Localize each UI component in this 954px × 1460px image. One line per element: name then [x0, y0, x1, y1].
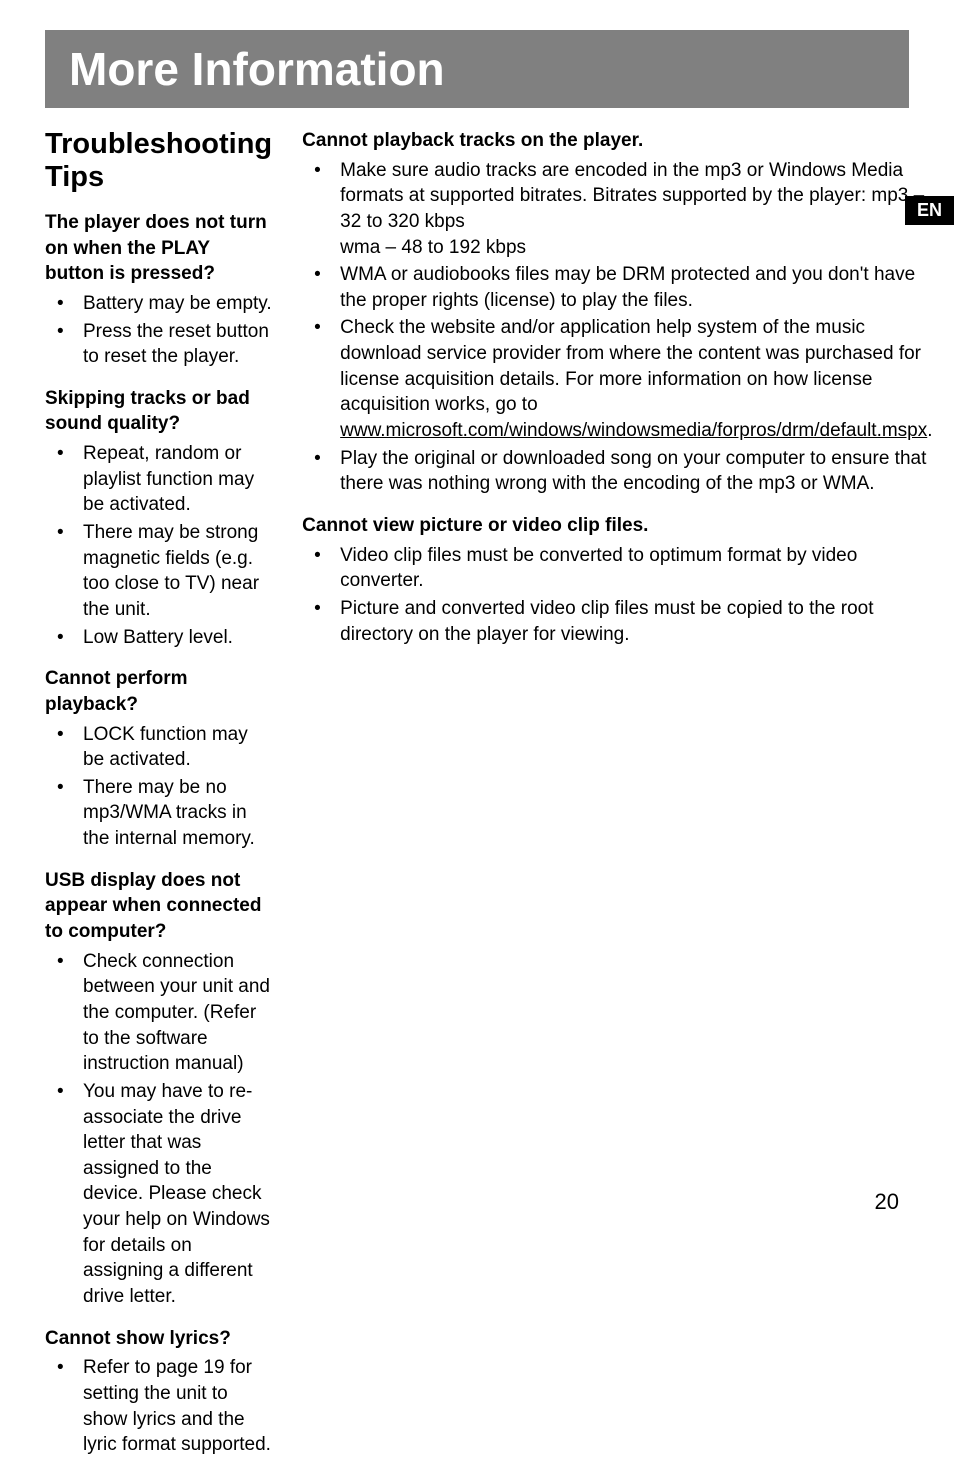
list-item: Battery may be empty.: [45, 291, 272, 317]
right-column: Cannot playback tracks on the player. Mak…: [302, 128, 932, 1460]
subsection-title: Cannot playback tracks on the player.: [302, 128, 932, 154]
list-item: LOCK function may be activated.: [45, 722, 272, 773]
bullet-list: Check connection between your unit and t…: [45, 949, 272, 1310]
link-text: www.microsoft.com/windows/windowsmedia/f…: [340, 420, 927, 441]
list-item: Refer to page 19 for setting the unit to…: [45, 1355, 272, 1458]
list-item: Check connection between your unit and t…: [45, 949, 272, 1077]
list-item: Make sure audio tracks are encoded in th…: [302, 158, 932, 261]
list-item: WMA or audiobooks files may be DRM prote…: [302, 262, 932, 313]
page-number: 20: [875, 1189, 899, 1215]
bullet-list: Battery may be empty.Press the reset but…: [45, 291, 272, 370]
page-heading: More Information: [69, 42, 885, 96]
bullet-list: Refer to page 19 for setting the unit to…: [45, 1355, 272, 1458]
subsection-title: Skipping tracks or bad sound quality?: [45, 386, 272, 437]
content-area: Troubleshooting Tips The player does not…: [0, 108, 954, 1460]
bullet-list: Repeat, random or playlist function may …: [45, 441, 272, 650]
list-item: Picture and converted video clip files m…: [302, 596, 932, 647]
list-item: Press the reset button to reset the play…: [45, 319, 272, 370]
list-item: Video clip files must be converted to op…: [302, 543, 932, 594]
subsection-title: Cannot perform playback?: [45, 666, 272, 717]
bullet-list: LOCK function may be activated.There may…: [45, 722, 272, 852]
subsection-title: Cannot show lyrics?: [45, 1326, 272, 1352]
list-item: Check the website and/or application hel…: [302, 315, 932, 443]
subsection-title: The player does not turn on when the PLA…: [45, 210, 272, 287]
list-item: Low Battery level.: [45, 625, 272, 651]
subsection-title: Cannot view picture or video clip files.: [302, 513, 932, 539]
list-item: There may be strong magnetic fields (e.g…: [45, 520, 272, 623]
section-title: Troubleshooting Tips: [45, 128, 272, 194]
list-item: There may be no mp3/WMA tracks in the in…: [45, 775, 272, 852]
header-band: More Information: [45, 30, 909, 108]
subsection-title: USB display does not appear when connect…: [45, 868, 272, 945]
list-item: Repeat, random or playlist function may …: [45, 441, 272, 518]
bullet-list: Video clip files must be converted to op…: [302, 543, 932, 648]
bullet-list: Make sure audio tracks are encoded in th…: [302, 158, 932, 497]
list-item: You may have to re-associate the drive l…: [45, 1079, 272, 1310]
left-column: Troubleshooting Tips The player does not…: [45, 128, 272, 1460]
list-item: Play the original or downloaded song on …: [302, 446, 932, 497]
